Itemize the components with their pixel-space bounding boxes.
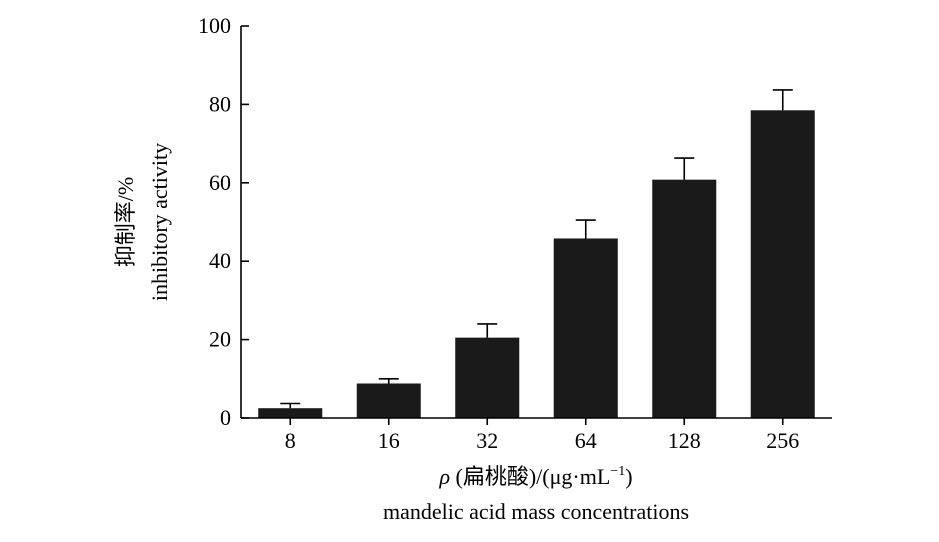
error-bar-64 bbox=[575, 219, 596, 239]
bar-8 bbox=[258, 408, 323, 418]
x-axis-title-close: ) bbox=[625, 464, 632, 489]
y-tick-label-20: 20 bbox=[209, 327, 231, 352]
x-tick-label-8: 8 bbox=[285, 428, 296, 453]
x-tick-label-32: 32 bbox=[476, 428, 498, 453]
error-bar-128 bbox=[674, 157, 695, 180]
error-bar-32 bbox=[477, 323, 498, 338]
error-bar-256 bbox=[772, 89, 793, 111]
error-bar-16 bbox=[378, 377, 399, 384]
y-tick-label-40: 40 bbox=[209, 248, 231, 273]
y-axis-title-en: inhibitory activity bbox=[147, 143, 172, 301]
bar-32 bbox=[455, 337, 520, 418]
x-axis-ticks: 8 16 32 64 128 256 bbox=[285, 418, 799, 453]
y-tick-label-80: 80 bbox=[209, 91, 231, 116]
bars-group bbox=[258, 110, 815, 418]
error-bar-8 bbox=[280, 402, 301, 409]
y-tick-label-100: 100 bbox=[198, 13, 231, 38]
y-tick-label-60: 60 bbox=[209, 170, 231, 195]
x-tick-label-64: 64 bbox=[575, 428, 597, 453]
x-axis-title-unit: ρ (扁桃酸)/(μg·mL−1) bbox=[438, 464, 632, 489]
bar-256 bbox=[750, 110, 815, 418]
x-axis-title-rho: ρ bbox=[438, 464, 450, 489]
x-axis-title-sup: −1 bbox=[610, 464, 625, 479]
x-axis-title-en: mandelic acid mass concentrations bbox=[383, 499, 689, 524]
y-axis-title-cn: 抑制率/% bbox=[113, 177, 138, 267]
x-tick-label-128: 128 bbox=[668, 428, 701, 453]
bar-16 bbox=[356, 383, 421, 418]
error-bars-group bbox=[280, 89, 793, 409]
x-axis-title-cn: (扁桃酸)/(μg·mL bbox=[450, 464, 610, 489]
bar-64 bbox=[553, 238, 618, 418]
y-tick-label-0: 0 bbox=[220, 405, 231, 430]
bar-128 bbox=[652, 179, 717, 418]
x-tick-label-16: 16 bbox=[378, 428, 400, 453]
x-tick-label-256: 256 bbox=[766, 428, 799, 453]
